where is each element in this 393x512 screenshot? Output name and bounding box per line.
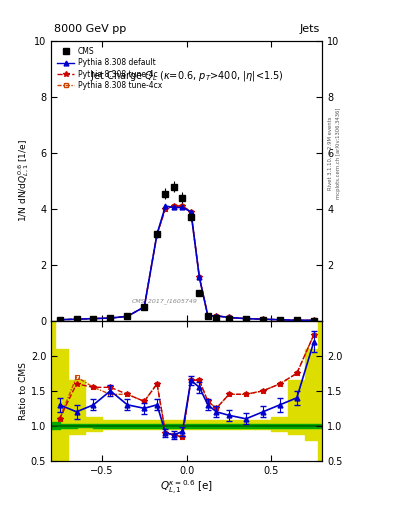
Text: 8000 GeV pp: 8000 GeV pp bbox=[54, 24, 126, 34]
Text: Jets: Jets bbox=[299, 24, 320, 34]
Text: CMS_2017_I1605749: CMS_2017_I1605749 bbox=[132, 298, 198, 304]
Text: Rivet 3.1.10, ≥ 2.9M events: Rivet 3.1.10, ≥ 2.9M events bbox=[328, 117, 333, 190]
Legend: CMS, Pythia 8.308 default, Pythia 8.308 tune-4c, Pythia 8.308 tune-4cx: CMS, Pythia 8.308 default, Pythia 8.308 … bbox=[55, 45, 164, 92]
Text: Jet Charge $Q_L$ ($\kappa$=0.6, $p_T$>400, $|\eta|$<1.5): Jet Charge $Q_L$ ($\kappa$=0.6, $p_T$>40… bbox=[90, 69, 284, 83]
Text: mcplots.cern.ch [arXiv:1306.3436]: mcplots.cern.ch [arXiv:1306.3436] bbox=[336, 108, 341, 199]
Y-axis label: Ratio to CMS: Ratio to CMS bbox=[19, 362, 28, 420]
X-axis label: $Q_{L,1}^{\kappa=0.6}$ [e]: $Q_{L,1}^{\kappa=0.6}$ [e] bbox=[160, 478, 213, 497]
Y-axis label: 1/N dN/d$Q_{L,1}^{0.6}$ [1/e]: 1/N dN/d$Q_{L,1}^{0.6}$ [1/e] bbox=[17, 139, 31, 222]
